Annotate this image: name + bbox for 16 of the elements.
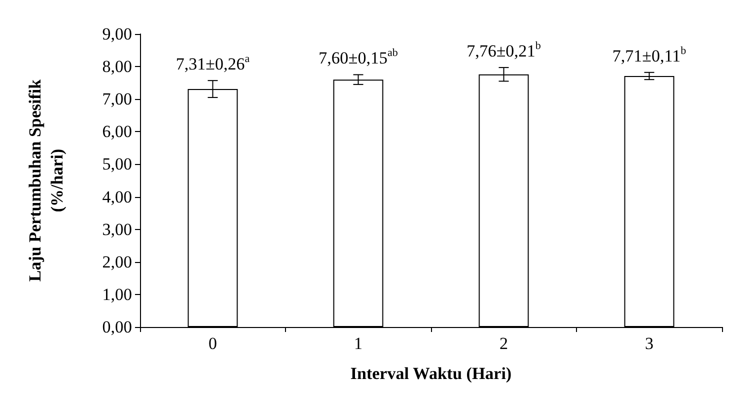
y-tick-label: 2,00: [102, 252, 132, 272]
y-tick-label: 6,00: [102, 122, 132, 142]
y-tick-label: 3,00: [102, 220, 132, 239]
x-tick-label: 0: [208, 334, 217, 353]
y-tick-label: 1,00: [102, 284, 132, 304]
y-axis-title: Laju Pertumbuhan Spesifik (%/hari): [26, 78, 66, 282]
y-tick-label: 4,00: [102, 187, 132, 206]
y-tick-label: 5,00: [102, 154, 132, 174]
y-tick-label: 7,00: [102, 90, 132, 109]
x-tick-label: 3: [645, 334, 654, 353]
x-axis-title: Interval Waktu (Hari): [350, 364, 512, 383]
y-tick-label: 8,00: [102, 57, 132, 76]
x-tick-label: 1: [354, 334, 362, 353]
y-tick-label: 9,00: [102, 24, 132, 44]
y-tick-label: 0,00: [102, 318, 132, 336]
x-tick-label: 2: [500, 334, 508, 353]
